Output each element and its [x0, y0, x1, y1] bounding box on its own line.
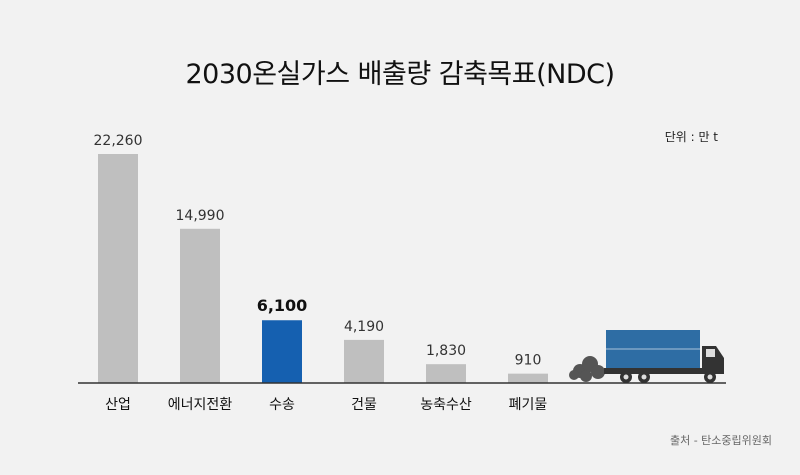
- value-label-1: 14,990: [176, 208, 225, 224]
- bar-4: [426, 364, 466, 383]
- category-label-5: 폐기물: [509, 397, 548, 413]
- value-label-4: 1,830: [426, 343, 466, 359]
- truck-icon: [569, 330, 724, 383]
- value-label-5: 910: [515, 353, 542, 369]
- category-label-1: 에너지전환: [168, 397, 233, 413]
- value-label-2: 6,100: [257, 296, 308, 315]
- source-label: 출처 - 탄소중립위원회: [669, 434, 772, 447]
- truck-wheels: [620, 371, 716, 383]
- bar-1: [180, 228, 220, 383]
- labels-group: 22,260 산업 14,990 에너지전환 6,100 수송 4,190 건물 1,830 농축…: [94, 133, 548, 413]
- category-label-3: 건물: [351, 397, 377, 413]
- unit-label: 단위 : 만 t: [664, 130, 718, 144]
- chart-title: 2030온실가스 배출량 감축목표(NDC): [185, 59, 615, 90]
- bar-2: [262, 320, 302, 383]
- smoke-icon: [569, 356, 605, 382]
- bars-group: [98, 154, 548, 383]
- bar-5: [508, 373, 548, 383]
- value-label-0: 22,260: [94, 133, 143, 149]
- category-label-0: 산업: [105, 397, 131, 413]
- bar-0: [98, 154, 138, 383]
- category-label-4: 농축수산: [420, 397, 472, 413]
- category-label-2: 수송: [269, 397, 295, 413]
- value-label-3: 4,190: [344, 319, 384, 335]
- bar-3: [344, 339, 384, 383]
